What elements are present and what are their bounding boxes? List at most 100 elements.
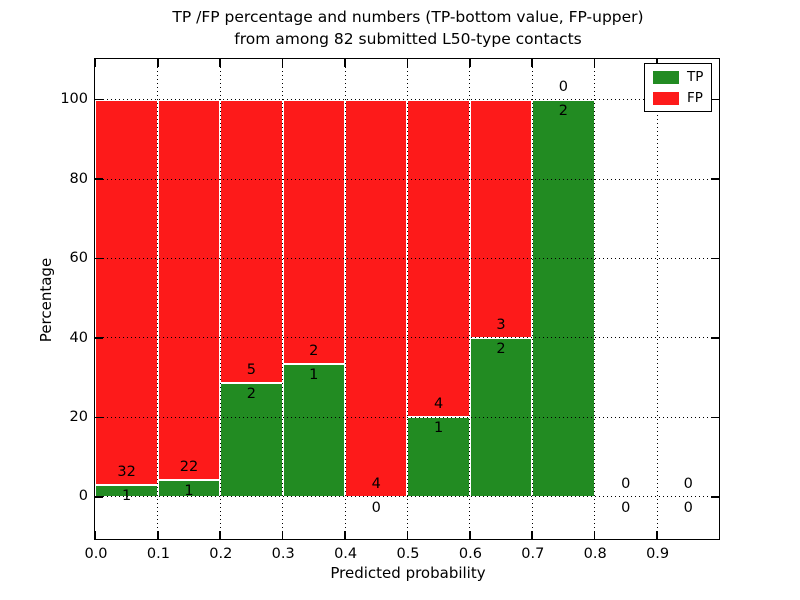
x-tick-mark-top [344,59,346,68]
bar-fp-0.6-0.7 [469,99,533,338]
x-tick-mark-bottom [281,531,284,540]
fp-count-label-0.7-0.8: 0 [558,78,569,95]
x-tick-label: 0.4 [334,546,358,562]
y-tick-mark-left [95,496,104,498]
chart-title-line1: TP /FP percentage and numbers (TP-bottom… [172,8,644,26]
legend-label-tp: TP [687,69,704,86]
y-tick-mark-right [711,98,720,101]
tp-color-swatch [653,70,680,84]
tp-count-label-0.1-0.2: 1 [184,482,194,499]
fp-count-label-0.2-0.3: 5 [246,362,257,379]
tp-count-label-0.0-0.1: 1 [121,487,132,504]
grid-line-x-0.3 [282,59,284,540]
y-tick-mark-right [711,178,720,180]
x-tick-mark-bottom [593,531,596,540]
y-tick-mark-left [95,178,104,180]
fp-count-label-0.1-0.2: 22 [179,458,199,475]
tp-count-label-0.4-0.5: 0 [371,499,381,516]
grid-line-x-0.4 [344,59,346,540]
x-tick-mark-top [157,59,159,68]
x-tick-mark-top [219,59,221,68]
chart-title: TP /FP percentage and numbers (TP-bottom… [95,6,721,50]
x-tick-mark-top [406,59,409,68]
legend-item-tp: TP [653,70,703,84]
grid-line-x-0.6 [469,59,471,540]
fp-count-label-0.3-0.4: 2 [309,343,319,360]
y-tick-mark-left [95,337,104,339]
bar-fp-0.1-0.2 [157,99,221,480]
x-tick-mark-bottom [157,531,159,540]
y-tick-label: 100 [60,91,88,108]
x-tick-mark-top [281,59,284,68]
fp-count-label-0.8-0.9: 0 [621,475,631,492]
x-tick-mark-top [94,59,97,68]
x-tick-label: 0.0 [84,546,108,562]
fp-count-label-0.5-0.6: 4 [433,396,444,413]
plot-area: TP FP 32 1 22 1 5 2 2 1 4 0 4 1 3 2 0 2 0 0 0 0 [94,58,721,541]
x-tick-label: 0.8 [583,546,607,562]
y-tick-label: 20 [69,409,88,425]
legend-item-fp: FP [653,91,703,105]
grid-line-x-0.9 [656,59,658,540]
bar-tp-0.0-0.1 [95,484,158,497]
x-tick-label: 0.2 [209,546,233,562]
x-tick-mark-top [593,59,596,68]
y-tick-mark-left [95,257,104,260]
grid-line-x-0.8 [594,59,596,540]
x-tick-mark-bottom [531,531,533,540]
tp-count-label-0.6-0.7: 2 [496,340,506,357]
fp-count-label-0.4-0.5: 4 [371,475,381,492]
y-tick-label: 60 [69,250,88,267]
legend: TP FP [644,63,713,113]
x-tick-mark-bottom [344,531,346,540]
tp-count-label-0.3-0.4: 1 [309,367,319,384]
tp-count-label-0.9-1.0: 0 [683,499,693,516]
x-tick-mark-bottom [656,531,658,540]
bar-fp-0.0-0.1 [95,99,158,485]
x-tick-mark-bottom [469,531,471,540]
x-tick-label: 0.6 [458,546,482,562]
y-tick-label: 0 [78,488,88,505]
x-tick-label: 0.5 [396,546,420,562]
x-tick-mark-bottom [406,531,409,540]
legend-label-fp: FP [687,90,703,107]
y-tick-mark-right [711,496,720,498]
fp-count-label-0.6-0.7: 3 [496,316,506,333]
x-tick-mark-top [531,59,533,68]
chart-title-line2: from among 82 submitted L50-type contact… [234,30,582,48]
bar-fp-0.3-0.4 [282,99,345,365]
y-tick-label: 40 [69,329,88,346]
x-tick-mark-top [469,59,471,68]
x-tick-label: 0.7 [521,546,545,562]
y-tick-label: 80 [69,170,88,187]
tp-count-label-0.8-0.9: 0 [621,499,631,516]
bar-fp-0.2-0.3 [220,99,283,384]
bar-tp-0.5-0.6 [407,417,470,497]
fp-color-swatch [653,91,680,105]
fp-count-label-0.0-0.1: 32 [117,463,136,480]
grid-line-x-0.7 [531,59,533,540]
tp-count-label-0.5-0.6: 1 [433,420,444,437]
y-tick-mark-right [711,257,720,260]
x-tick-label: 0.9 [646,546,670,562]
y-tick-mark-left [95,98,104,101]
x-tick-label: 0.3 [271,546,295,562]
bar-tp-0.7-0.8 [532,99,595,497]
y-tick-mark-right [711,337,720,339]
x-tick-label: 0.1 [146,546,170,562]
grid-line-x-0.2 [219,59,221,540]
fp-count-label-0.9-1.0: 0 [683,475,693,492]
y-tick-mark-right [711,416,720,419]
tp-count-label-0.2-0.3: 2 [246,386,257,403]
bar-tp-0.1-0.2 [157,479,221,497]
grid-line-x-0.1 [157,59,159,540]
x-axis-label: Predicted probability [330,564,486,582]
x-tick-mark-bottom [94,531,97,540]
y-tick-mark-left [95,416,104,419]
grid-line-x-0.5 [406,59,408,540]
x-tick-mark-bottom [219,531,221,540]
bar-fp-0.4-0.5 [345,99,408,497]
tp-count-label-0.7-0.8: 2 [558,102,569,119]
bar-tp-0.3-0.4 [282,364,345,497]
